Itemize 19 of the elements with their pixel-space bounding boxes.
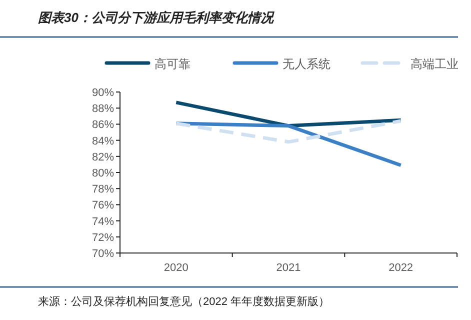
source-note: 来源：公司及保荐机构回复意见（2022 年年度数据更新版） xyxy=(38,295,330,308)
x-tick-label: 2022 xyxy=(388,262,414,274)
x-tick-label: 2020 xyxy=(164,262,188,274)
y-tick-label: 84% xyxy=(92,135,114,148)
y-tick-label: 86% xyxy=(92,119,114,132)
x-tick-label: 2021 xyxy=(276,262,301,274)
legend-label: 高可靠 xyxy=(154,57,190,71)
y-tick-label: 78% xyxy=(92,184,114,196)
chart-title: 图表30：公司分下游应用毛利率变化情况 xyxy=(38,10,274,25)
legend-label: 无人系统 xyxy=(282,57,330,71)
y-tick-label: 72% xyxy=(92,232,114,244)
legend-label: 高端工业 xyxy=(410,57,458,71)
y-tick-label: 80% xyxy=(92,168,114,180)
y-tick-label: 82% xyxy=(92,151,114,164)
y-tick-label: 76% xyxy=(92,200,114,212)
y-tick-label: 70% xyxy=(92,248,114,260)
y-tick-label: 88% xyxy=(92,103,114,116)
y-tick-label: 74% xyxy=(92,216,114,228)
y-tick-label: 90% xyxy=(92,87,114,99)
